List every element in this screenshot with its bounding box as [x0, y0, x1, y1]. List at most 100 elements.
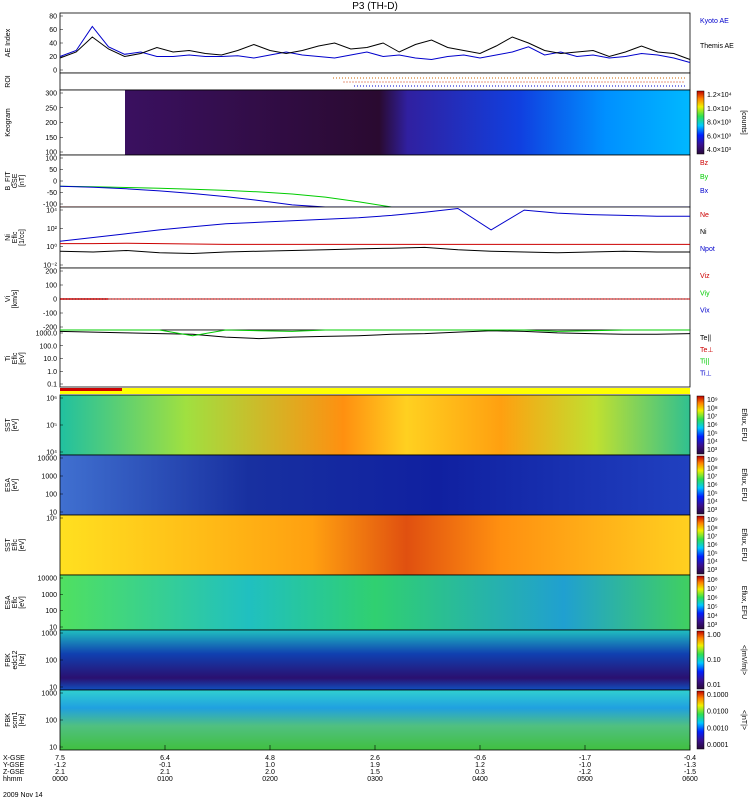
sst_e-colorbar	[696, 395, 705, 455]
keogram-colorbar-tick: 4.0×10³	[707, 147, 732, 154]
esa_e-colorbar-label: Eflux, EFU	[740, 468, 747, 501]
fbk_e-ytick: 1000	[41, 691, 57, 698]
esa_e-heatmap	[60, 455, 690, 515]
fbk_b-ytick: 100	[45, 658, 57, 665]
esa_e-ytick: 10000	[38, 456, 58, 463]
ephem-x-gse: -0.4	[684, 755, 696, 762]
esa_i-colorbar-label: Eflux, EFU	[740, 586, 747, 619]
velocity-legend-Vix: Vix	[700, 308, 710, 315]
esa_i-colorbar-tick: 10⁸	[707, 577, 718, 584]
esa_i-ylabel: [eV]	[19, 596, 26, 609]
fbk_e-ylabel: scm1	[12, 712, 19, 729]
sst_i-colorbar-tick: 10⁶	[707, 542, 718, 549]
temperature-ytick: 100.0	[39, 343, 57, 350]
fbk_b-ytick: 1000	[41, 631, 57, 638]
esa_e-ytick: 10	[49, 510, 57, 517]
sst_i-ylabel: [eV]	[19, 539, 26, 552]
density-legend-Ni: Ni	[700, 229, 707, 236]
bfit-ytick: -100	[43, 202, 57, 209]
esa_e-colorbar-tick: 10⁷	[707, 474, 718, 481]
time-tick-label: 0500	[577, 776, 593, 783]
keogram-ytick: 150	[45, 135, 57, 142]
temperature-ytick: 1.0	[47, 369, 57, 376]
density-ytick: 10²	[47, 226, 58, 233]
roi-ylabel: ROI	[5, 75, 12, 88]
sst_i-colorbar-tick: 10⁷	[707, 534, 718, 541]
sst_e-ytick: 10⁵	[46, 423, 57, 430]
fbk_b-colorbar-label: <|mV/m|>	[740, 645, 747, 675]
esa_i-ytick: 10	[49, 625, 57, 632]
sst_e-colorbar-tick: 10⁶	[707, 422, 718, 429]
temperature-legend-Ti||: Ti||	[700, 359, 709, 366]
esa_e-ylabel: ESA	[5, 478, 12, 492]
fbk_b-heatmap	[60, 630, 690, 690]
ephem-z-gse: 2.1	[160, 769, 170, 776]
esa_e-colorbar-tick: 10⁵	[707, 490, 718, 497]
bfit-ylabel: B_FIT	[5, 171, 12, 191]
ae-ytick: 60	[49, 27, 57, 34]
sst_i-heatmap	[60, 515, 690, 575]
sst_i-colorbar-tick: 10³	[707, 567, 718, 574]
fbk_e-colorbar-label: <|nT|>	[740, 710, 747, 730]
keogram-colorbar-tick: 1.2×10⁴	[707, 92, 732, 99]
velocity-ytick: -200	[43, 325, 57, 332]
keogram-colorbar-tick: 1.0×10⁴	[707, 106, 732, 113]
keogram-ylabel: Keogram	[5, 108, 12, 137]
temperature-series-Te||	[59, 330, 691, 340]
plot-title: P3 (TH-D)	[352, 1, 398, 12]
ae-ytick: 40	[49, 41, 57, 48]
bfit-ytick: -50	[47, 190, 57, 197]
sst_e-ylabel: [eV]	[12, 419, 19, 432]
ephem-y-gse: -1.2	[54, 762, 66, 769]
ae-series-Kyoto AE	[59, 25, 691, 63]
fbk_b-colorbar	[696, 630, 705, 690]
esa_i-colorbar	[696, 575, 705, 630]
sst_e-colorbar-tick: 10⁸	[707, 405, 718, 412]
density-series-Ne	[60, 242, 690, 245]
bfit-ylabel: GSE	[12, 173, 19, 188]
fbk_e-ytick: 100	[45, 718, 57, 725]
temperature-ylabel: Ti	[5, 355, 12, 361]
density-ylabel: Eflc	[12, 231, 19, 243]
temperature-ytick: 0.1	[47, 382, 57, 389]
ephem-z-gse: 1.5	[370, 769, 380, 776]
keogram-colorbar-tick: 6.0×10³	[707, 133, 732, 140]
density-ytick: 10⁻²	[43, 263, 57, 270]
ephem-y-gse: -1.3	[684, 762, 696, 769]
ae-ylabel: AE Index	[5, 28, 12, 57]
ephem-y-gse: 1.0	[265, 762, 275, 769]
esa_e-colorbar-tick: 10⁸	[707, 465, 718, 472]
esa_i-ytick: 1000	[41, 592, 57, 599]
density-ytick: 10⁰	[46, 243, 57, 251]
esa_e-ytick: 1000	[41, 474, 57, 481]
date-label: 2009 Nov 14	[3, 792, 43, 799]
velocity-ytick: 100	[45, 283, 57, 290]
fbk_e-colorbar-tick: 0.0100	[707, 709, 729, 716]
fbk_e-ylabel: FBK	[5, 713, 12, 727]
fbk_e-colorbar	[696, 690, 705, 750]
fbk_e-heatmap	[60, 690, 690, 750]
keogram-ytick: 100	[45, 150, 57, 157]
esa_e-ytick: 100	[45, 492, 57, 499]
bfit-legend-By: By	[700, 174, 709, 181]
velocity-ytick: 200	[45, 269, 57, 276]
temperature-ytick: 1000.0	[36, 331, 58, 338]
time-tick-label: 0300	[367, 776, 383, 783]
sst_i-ylabel: SST	[5, 537, 12, 551]
ephem-x-gse: 7.5	[55, 755, 65, 762]
sst_i-colorbar-tick: 10⁸	[707, 525, 718, 532]
time-tick-label: 0400	[472, 776, 488, 783]
keogram-nodata	[60, 90, 125, 155]
velocity-ytick: 0	[53, 297, 57, 304]
keogram-ytick: 200	[45, 120, 57, 127]
ae-ytick: 80	[49, 14, 57, 21]
velocity-ylabel: Vi	[5, 296, 12, 303]
sst_e-colorbar-tick: 10⁴	[707, 439, 718, 446]
density-ytick: 10⁴	[46, 208, 57, 215]
density-legend-Ne: Ne	[700, 212, 709, 219]
esa_i-ytick: 100	[45, 608, 57, 615]
esa_e-colorbar-tick: 10³	[707, 507, 718, 514]
temperature-legend-Ti⊥: Ti⊥	[700, 370, 712, 377]
time-tick-label: 0100	[157, 776, 173, 783]
